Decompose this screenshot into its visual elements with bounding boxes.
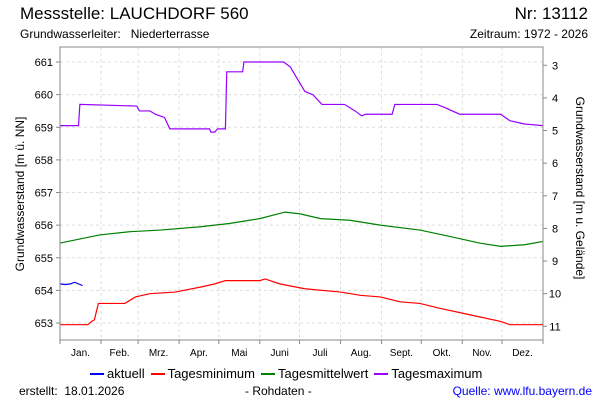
series-line-tagesmaximum xyxy=(60,61,544,133)
y-tick-label: 657 xyxy=(35,188,53,200)
legend-swatch xyxy=(261,372,275,375)
month-label: Mai xyxy=(231,348,247,359)
legend-label: Tagesmaximum xyxy=(391,366,483,381)
y-tick-label: 654 xyxy=(35,285,53,297)
month-label: Sept. xyxy=(390,348,413,359)
aquifer-label: Grundwasserleiter: Niederterrasse xyxy=(20,27,210,41)
y2-tick-label: 11 xyxy=(549,321,560,333)
series-line-tagesmittelwert xyxy=(59,211,544,247)
y2-tick-label: 10 xyxy=(549,289,561,301)
legend-label: aktuell xyxy=(107,366,145,381)
legend-item: Tagesmaximum xyxy=(374,366,482,381)
month-label: Nov. xyxy=(472,348,492,359)
month-label: Jan. xyxy=(71,348,90,359)
legend-label: Tagesmittelwert xyxy=(278,366,369,381)
y-tick-label: 653 xyxy=(35,318,53,330)
period-label: Zeitraum: 1972 - 2026 xyxy=(469,27,588,41)
legend-item: aktuell xyxy=(90,366,145,381)
month-label: Juni xyxy=(270,348,288,359)
month-label: Juli xyxy=(313,348,328,359)
month-label: Feb. xyxy=(110,348,130,359)
y-tick-label: 655 xyxy=(35,253,53,265)
y-tick-label: 661 xyxy=(35,57,53,69)
legend-item: Tagesminimum xyxy=(150,366,255,381)
month-label: Dez. xyxy=(512,348,533,359)
legend-swatch xyxy=(90,372,104,375)
y-tick-label: 656 xyxy=(35,220,53,232)
y2-tick-label: 4 xyxy=(552,93,558,105)
plot-frame xyxy=(59,46,544,341)
y-tick-label: 659 xyxy=(35,122,53,134)
raw-data-note: - Rohdaten - xyxy=(245,384,312,398)
y2-tick-label: 3 xyxy=(552,60,558,72)
legend: aktuell Tagesminimum Tagesmittelwert Tagesm… xyxy=(90,366,482,381)
legend-label: Tagesminimum xyxy=(167,366,255,381)
month-label: Okt. xyxy=(433,348,451,359)
created-date: erstellt: 18.01.2026 xyxy=(19,384,125,398)
legend-swatch xyxy=(374,372,389,375)
station-number: Nr: 13112 xyxy=(514,4,588,23)
y-tick-label: 660 xyxy=(35,90,53,102)
month-label: Mrz. xyxy=(149,348,168,359)
source-link[interactable]: Quelle: www.lfu.bayern.de xyxy=(452,384,592,398)
series-line-aktuell xyxy=(59,281,83,287)
legend-swatch xyxy=(150,372,165,375)
station-title: Messstelle: LAUCHDORF 560 xyxy=(20,4,249,23)
y2-tick-label: 9 xyxy=(552,256,558,268)
y-axis-label: Grundwasserstand [m ü. NN] xyxy=(13,117,27,272)
y2-tick-label: 5 xyxy=(552,126,558,138)
legend-item: Tagesmittelwert xyxy=(261,366,368,381)
month-label: Aug. xyxy=(351,348,372,359)
series-line-tagesminimum xyxy=(60,278,543,326)
y2-tick-label: 7 xyxy=(552,191,558,203)
y2-tick-label: 6 xyxy=(552,158,558,170)
month-label: Apr. xyxy=(190,348,208,359)
y-tick-label: 658 xyxy=(35,155,53,167)
y2-axis-label: Grundwasserstand [m u. Gelände] xyxy=(573,97,587,280)
y2-tick-label: 8 xyxy=(552,223,558,235)
